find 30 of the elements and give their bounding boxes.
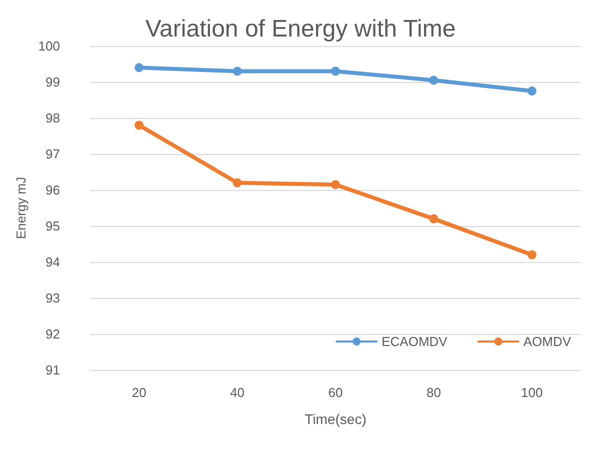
- x-tick-label: 40: [230, 385, 245, 400]
- legend-label: ECAOMDV: [382, 334, 448, 349]
- y-tick-label: 100: [38, 38, 60, 54]
- point: [331, 66, 340, 76]
- y-tick-label: 97: [46, 146, 60, 162]
- x-tick-label: 20: [132, 385, 146, 400]
- point: [527, 250, 536, 260]
- point: [429, 214, 438, 224]
- x-tick-label: 60: [328, 385, 343, 400]
- y-tick-label: 93: [46, 290, 60, 306]
- y-axis-title: Energy mJ: [13, 176, 28, 240]
- legend-label: AOMDV: [523, 334, 572, 349]
- x-tick-label: 80: [426, 385, 441, 400]
- y-tick-label: 91: [46, 362, 60, 378]
- y-tick-label: 96: [46, 182, 60, 198]
- point: [134, 120, 144, 130]
- point: [331, 180, 340, 190]
- x-axis-title: Time(sec): [304, 411, 366, 427]
- point: [527, 86, 536, 96]
- x-tick-label: 100: [521, 385, 543, 400]
- y-tick-label: 95: [46, 218, 60, 234]
- y-tick-label: 99: [46, 74, 60, 90]
- y-tick-label: 94: [46, 254, 60, 270]
- chart-title: Variation of Energy with Time: [145, 16, 456, 42]
- point: [232, 178, 242, 188]
- y-tick-label: 98: [46, 110, 60, 126]
- point: [134, 63, 144, 72]
- point: [232, 66, 242, 76]
- y-tick-label: 92: [46, 326, 60, 342]
- point: [429, 76, 438, 85]
